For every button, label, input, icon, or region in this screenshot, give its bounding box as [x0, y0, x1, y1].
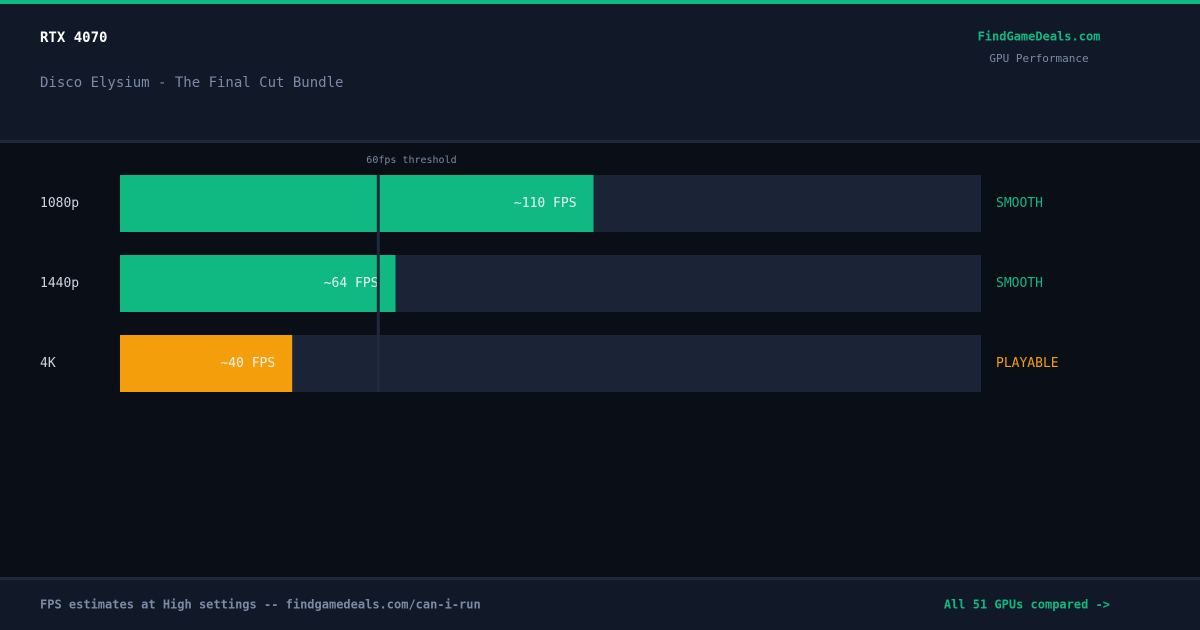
- category-label: 4K: [40, 356, 56, 371]
- footer-note: FPS estimates at High settings -- findga…: [40, 598, 481, 612]
- footer-bg: [0, 578, 1200, 630]
- brand-subtitle: GPU Performance: [989, 52, 1088, 65]
- title: RTX 4070: [40, 30, 107, 46]
- status-label: SMOOTH: [996, 196, 1043, 211]
- brand: FindGameDeals.com: [978, 30, 1101, 44]
- header-border: [0, 140, 1200, 143]
- footer-border: [0, 577, 1200, 580]
- bar: [120, 175, 594, 232]
- top-accent: [0, 0, 1200, 4]
- value-label: ~64 FPS: [324, 276, 379, 291]
- header-bg: [0, 0, 1200, 141]
- status-label: PLAYABLE: [996, 356, 1059, 371]
- status-label: SMOOTH: [996, 276, 1043, 291]
- threshold-label: 60fps threshold: [366, 155, 456, 166]
- value-label: ~40 FPS: [220, 356, 275, 371]
- footer-link[interactable]: All 51 GPUs compared ->: [944, 598, 1110, 612]
- subtitle: Disco Elysium - The Final Cut Bundle: [40, 75, 343, 91]
- value-label: ~110 FPS: [514, 196, 577, 211]
- category-label: 1080p: [40, 196, 79, 211]
- bar: [120, 335, 293, 392]
- category-label: 1440p: [40, 276, 79, 291]
- bar: [120, 255, 396, 312]
